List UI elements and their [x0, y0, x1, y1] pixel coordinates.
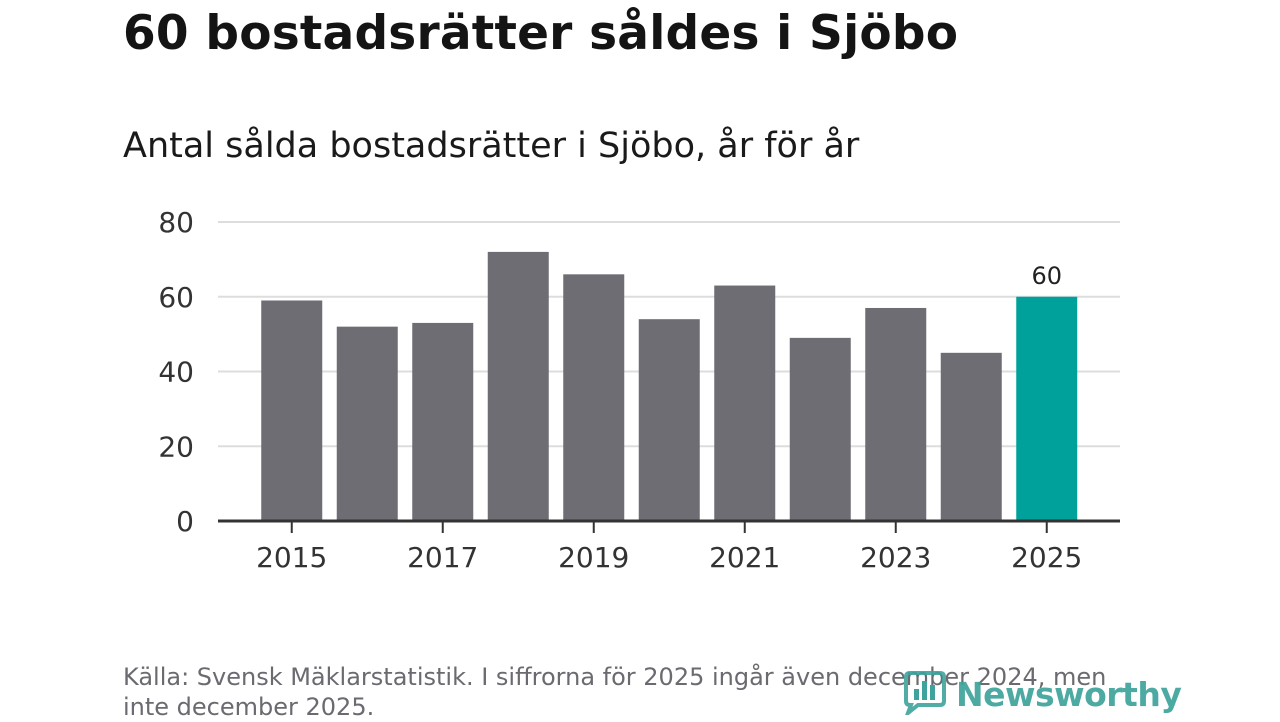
bar-chart: 0 20 40 60 80 2015 2017 2019 2021 2023 2025 60 — [158, 206, 1120, 574]
bar-chart-logo-icon — [902, 669, 948, 720]
x-tick-label-2023: 2023 — [860, 541, 931, 574]
y-tick-label-40: 40 — [158, 356, 194, 389]
y-tick-label-20: 20 — [158, 430, 194, 463]
bar-2019 — [563, 274, 625, 521]
bar-2023 — [865, 307, 927, 521]
bar-2020 — [638, 319, 700, 521]
x-tick-label-2019: 2019 — [558, 541, 629, 574]
logo-text: Newsworthy — [956, 674, 1182, 714]
bar-2022 — [789, 337, 851, 521]
x-tick-label-2015: 2015 — [256, 541, 327, 574]
newsworthy-logo: Newsworthy — [902, 669, 1182, 720]
y-tick-label-60: 60 — [158, 281, 194, 314]
bar-2017 — [412, 322, 474, 521]
chart-title: 60 bostadsrätter såldes i Sjöbo — [123, 6, 959, 61]
y-tick-label-80: 80 — [158, 206, 194, 239]
x-tick-label-2021: 2021 — [709, 541, 780, 574]
chart-subtitle: Antal sålda bostadsrätter i Sjöbo, år fö… — [123, 126, 860, 166]
x-tick-label-2017: 2017 — [407, 541, 478, 574]
bar-2015 — [261, 300, 323, 521]
bar-2025 — [1016, 296, 1078, 521]
data-label-2025: 60 — [1031, 262, 1062, 290]
bar-2018 — [487, 251, 549, 521]
bar-2016 — [336, 326, 398, 521]
y-tick-label-0: 0 — [176, 505, 194, 538]
bar-2021 — [714, 285, 776, 521]
bar-2024 — [940, 352, 1002, 521]
x-tick-label-2025: 2025 — [1011, 541, 1082, 574]
